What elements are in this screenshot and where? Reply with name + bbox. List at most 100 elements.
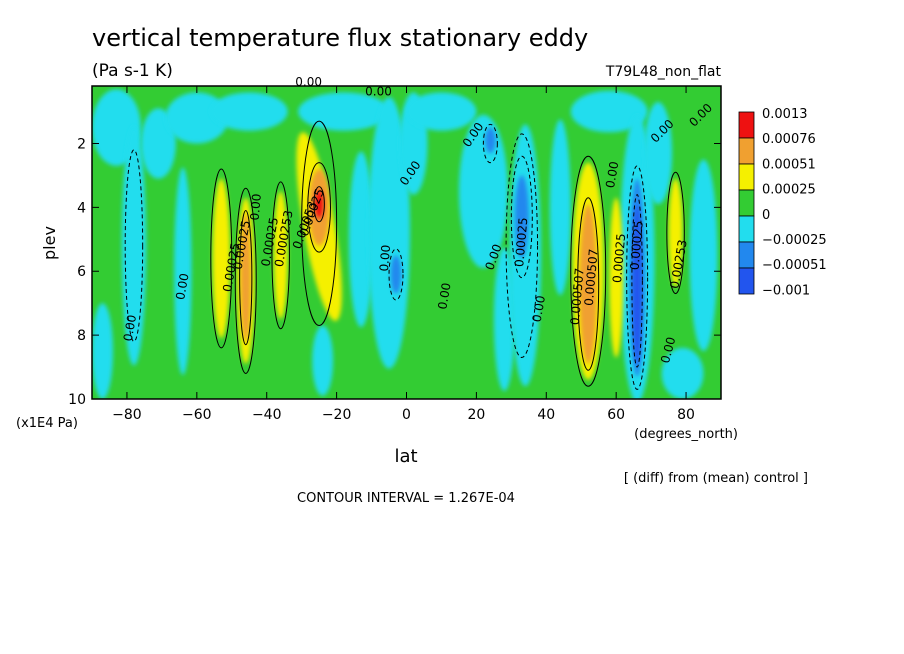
cyan-region-10 <box>368 97 410 369</box>
colorbar-label: 0 <box>762 208 770 223</box>
yellow-region-6 <box>609 197 624 358</box>
cyan-region-5 <box>165 92 229 144</box>
contour-positive-4 <box>271 181 290 330</box>
contour-negative-5 <box>631 194 643 368</box>
colorbar-label: −0.001 <box>762 283 810 298</box>
colorbar-swatch <box>738 241 755 269</box>
contour-label: 0.00025 <box>512 217 530 268</box>
contour-label: 0.000507 <box>568 267 587 325</box>
contour-label: 0.00025 <box>628 220 646 271</box>
contour-label: 0.00 <box>377 244 393 272</box>
y-tick-label: 8 <box>77 328 86 344</box>
contour-negative-3 <box>505 133 539 358</box>
contour-label: 0.00 <box>435 282 453 311</box>
contour-positive-2 <box>234 187 257 374</box>
contour-label: 0.00 <box>248 193 264 221</box>
chart-title: vertical temperature flux stationary edd… <box>92 24 588 52</box>
contour-positive-5 <box>301 120 338 327</box>
red-region-1 <box>314 189 324 219</box>
colorbar-swatch <box>738 267 755 295</box>
contour-negative-4 <box>626 165 649 390</box>
colorbar-swatch <box>738 137 755 165</box>
plot-area <box>92 86 721 399</box>
y-tick-label: 4 <box>77 200 86 216</box>
darkblue-region-1 <box>632 204 642 364</box>
blue-region-3 <box>485 127 496 154</box>
contour-label: 0.00 <box>295 75 322 89</box>
orange-region-1 <box>240 213 251 342</box>
x-tick-label: −60 <box>182 407 212 423</box>
contour-positive-10 <box>666 171 685 295</box>
colorbar: 0.0013 0.00076 0.00051 0.00025 0 −0.00025 −0.0… <box>738 107 827 298</box>
colorbar-label: 0.00051 <box>762 157 816 172</box>
y-tick-label: 2 <box>77 136 86 152</box>
y-tick-label: 6 <box>77 264 86 280</box>
y-axis-unit: (x1E4 Pa) <box>16 416 78 431</box>
orange-region-3 <box>579 204 597 364</box>
colorbar-label: −0.00025 <box>762 233 827 248</box>
contour-label: 0.00 <box>603 160 621 189</box>
cyan-region-8 <box>312 325 334 396</box>
x-tick-label: −20 <box>322 407 352 423</box>
contour-positive-6 <box>307 162 331 253</box>
contour-label: 0.00 <box>365 85 392 99</box>
colorbar-label: 0.0013 <box>762 107 808 122</box>
cyan-region-9 <box>348 151 374 328</box>
contour-label: 0.00 <box>658 335 678 364</box>
cyan-region-14 <box>493 247 515 392</box>
colorbar-label: −0.00051 <box>762 258 827 273</box>
cyan-region-17 <box>570 90 648 133</box>
cyan-region-6 <box>210 92 288 131</box>
cyan-region-19 <box>644 101 673 205</box>
contour-positive-9 <box>577 197 600 371</box>
x-axis-label: lat <box>394 446 417 467</box>
contour-positive-3 <box>239 210 253 346</box>
contour-label: 0.000507 <box>582 248 601 306</box>
colorbar-label: 0.00076 <box>762 132 816 147</box>
cyan-region-20 <box>689 159 718 352</box>
contour-interval: CONTOUR INTERVAL = 1.267E-04 <box>297 491 515 506</box>
x-tick-label: −40 <box>252 407 282 423</box>
contour-label: 0.00 <box>173 272 191 301</box>
contour-label: 0.00 <box>121 314 139 343</box>
cyan-region-21 <box>661 347 704 399</box>
x-tick-label: −80 <box>112 407 142 423</box>
contour-positive-7 <box>313 186 325 223</box>
cyan-region-12 <box>406 92 477 131</box>
colorbar-label: 0.00025 <box>762 183 816 198</box>
contour-positive-1 <box>210 168 233 349</box>
cyan-region-13 <box>458 114 508 269</box>
yellow-region-1 <box>212 178 231 339</box>
run-label: T79L48_non_flat <box>605 64 722 80</box>
diff-note: [ (diff) from (mean) control ] <box>624 471 808 486</box>
cyan-region-4 <box>174 167 192 376</box>
cyan-region-22 <box>92 303 113 399</box>
x-tick-label: 60 <box>607 407 625 423</box>
x-axis: −80 −60 −40 −20 0 20 40 60 80 <box>112 86 695 423</box>
chart-subtitle: (Pa s-1 K) <box>92 61 173 81</box>
contour-negative-1 <box>124 149 144 343</box>
contour-negative-6 <box>388 248 404 301</box>
blue-region-1 <box>514 175 529 259</box>
field-shapes <box>92 89 718 399</box>
cyan-region-16 <box>549 119 571 296</box>
x-tick-label: 40 <box>537 407 555 423</box>
colorbar-swatch <box>738 189 755 217</box>
yellow-region-7 <box>668 178 683 288</box>
contour-lines <box>124 120 685 390</box>
contour-label: 0.00025 <box>610 233 628 284</box>
colorbar-swatch <box>738 215 755 243</box>
contour-label: 0.00 <box>530 295 548 324</box>
x-tick-label: 20 <box>467 407 485 423</box>
colorbar-swatch <box>738 163 755 191</box>
yellow-region-3 <box>273 191 288 320</box>
cyan-region-2 <box>121 125 147 366</box>
contour-positive-8 <box>570 155 607 387</box>
x-tick-label: 0 <box>402 407 411 423</box>
contour-negative-7 <box>482 123 498 164</box>
y-axis: 2 4 6 8 10 <box>68 136 721 408</box>
contour-negative-2 <box>510 155 533 279</box>
x-axis-unit: (degrees_north) <box>634 427 738 442</box>
x-tick-label: 80 <box>677 407 695 423</box>
